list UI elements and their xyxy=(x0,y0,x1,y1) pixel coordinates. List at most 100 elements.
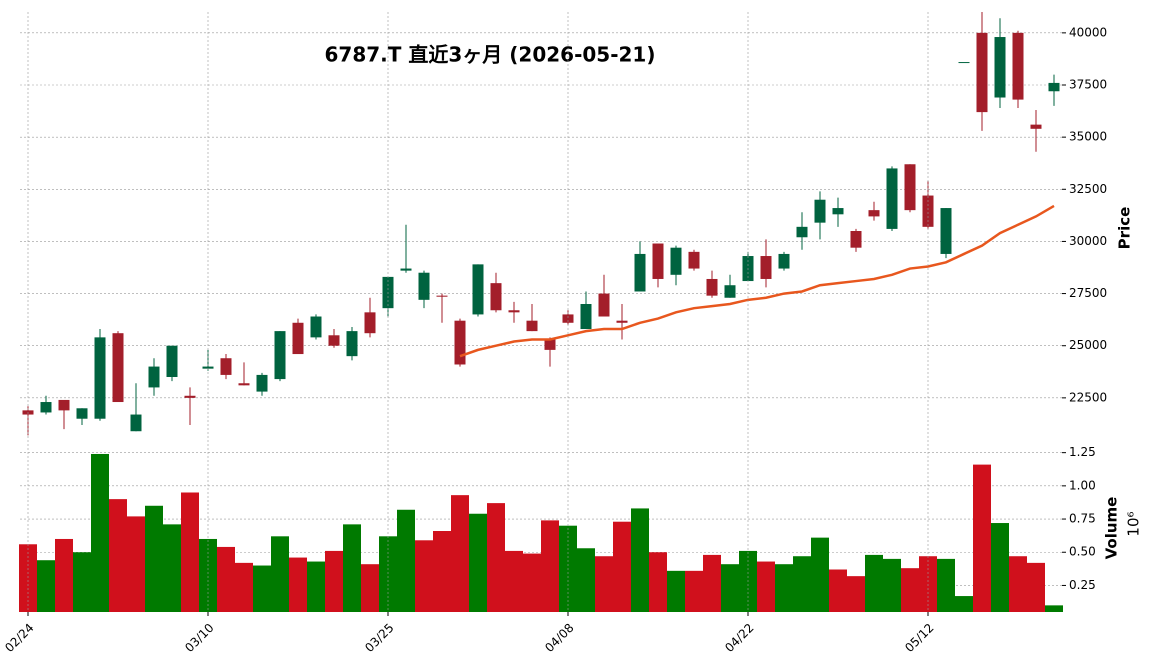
volume-bar xyxy=(163,524,181,612)
candle-body xyxy=(220,358,232,375)
candle-body xyxy=(796,226,808,238)
candle-body xyxy=(544,339,556,350)
candle-body xyxy=(688,251,700,269)
volume-bar xyxy=(55,538,73,612)
volume-bar xyxy=(595,556,613,612)
y-tick-label: 35000 xyxy=(1069,130,1107,144)
volume-bar xyxy=(649,552,667,612)
x-tick-label: 05/12 xyxy=(902,621,936,655)
candle-body xyxy=(814,199,826,223)
volume-bar xyxy=(289,557,307,612)
volume-bar xyxy=(1045,605,1063,612)
y-tick-label: 0.75 xyxy=(1069,512,1096,526)
volume-bar xyxy=(793,556,811,612)
y-tick-label: 1.25 xyxy=(1069,445,1096,459)
y-tick-label: 37500 xyxy=(1069,78,1107,92)
candle-body xyxy=(256,374,268,392)
candle-body xyxy=(310,316,322,338)
x-tick-label: 04/22 xyxy=(722,621,756,655)
candle-body xyxy=(778,253,790,269)
volume-bar xyxy=(127,516,145,612)
volume-bar xyxy=(667,570,685,612)
candle-body xyxy=(922,195,934,227)
y-tick-label: 0.50 xyxy=(1069,545,1096,559)
volume-bar xyxy=(973,464,991,612)
x-tick-label: 04/08 xyxy=(542,621,576,655)
y-tick-label: 22500 xyxy=(1069,390,1107,404)
candle-body xyxy=(526,320,538,332)
y-tick-label: 40000 xyxy=(1069,25,1107,39)
volume-bar xyxy=(703,554,721,612)
volume-bar xyxy=(613,521,631,612)
volume-bar xyxy=(19,544,37,612)
candle-body xyxy=(166,345,178,377)
volume-bar xyxy=(343,524,361,612)
candle-body xyxy=(184,395,196,398)
candle-body xyxy=(94,337,106,419)
candle-body xyxy=(706,278,718,296)
candle-body xyxy=(418,272,430,300)
candle-body xyxy=(490,283,502,311)
candle-body xyxy=(976,32,988,113)
y-tick-label: 1.00 xyxy=(1069,478,1096,492)
candle-body xyxy=(670,247,682,275)
volume-bar xyxy=(271,536,289,612)
candle-body xyxy=(76,408,88,419)
y-axis-label: Price xyxy=(1116,207,1134,250)
candle-body xyxy=(364,312,376,334)
volume-bar xyxy=(235,562,253,612)
candle-body xyxy=(958,62,970,64)
candle-body xyxy=(436,295,448,297)
volume-bar xyxy=(811,537,829,612)
volume-bar xyxy=(487,503,505,612)
volume-bar xyxy=(955,596,973,612)
volume-bar xyxy=(451,495,469,612)
candle-body xyxy=(616,320,628,323)
candle-body xyxy=(634,253,646,292)
candle-body xyxy=(832,208,844,215)
chart-title: 6787.T 直近3ヶ月 (2026-05-21) xyxy=(325,43,656,67)
candle-body xyxy=(904,164,916,211)
candle-body xyxy=(148,366,160,388)
volume-bar xyxy=(721,564,739,612)
candle-body xyxy=(1048,82,1060,92)
volume-bar xyxy=(379,536,397,612)
candle-body xyxy=(940,208,952,254)
volume-bar xyxy=(757,561,775,612)
volume-bar xyxy=(991,523,1009,612)
volume-bar xyxy=(883,558,901,612)
y-tick-label: 30000 xyxy=(1069,234,1107,248)
volume-bar xyxy=(865,554,883,612)
candle-body xyxy=(472,264,484,315)
volume-bar xyxy=(847,576,865,612)
volume-bar xyxy=(73,552,91,612)
volume-bar xyxy=(685,570,703,612)
volume-bar xyxy=(145,505,163,612)
candle-body xyxy=(994,37,1006,98)
candle-body xyxy=(760,256,772,279)
candle-body xyxy=(238,383,250,386)
volume-bar xyxy=(325,550,343,612)
candle-body xyxy=(454,320,466,365)
volume-bar xyxy=(217,546,235,612)
candle-body xyxy=(40,402,52,413)
candle-body xyxy=(1030,124,1042,129)
candle-body xyxy=(724,285,736,298)
volume-bar xyxy=(901,568,919,612)
volume-bar xyxy=(469,513,487,612)
candle-body xyxy=(328,335,340,346)
volume-bar xyxy=(505,550,523,612)
candle-body xyxy=(346,331,358,357)
candle-body xyxy=(598,293,610,317)
candle-body xyxy=(562,314,574,323)
volume-bar xyxy=(307,561,325,612)
y-tick-label: 25000 xyxy=(1069,338,1107,352)
volume-bar xyxy=(433,531,451,612)
volume-bar xyxy=(91,453,109,612)
volume-bar xyxy=(199,538,217,612)
candle-body xyxy=(58,399,70,411)
candle-body xyxy=(130,414,142,432)
x-tick-label: 03/25 xyxy=(362,621,396,655)
candle-body xyxy=(1012,32,1024,100)
y-axis-label: Volume xyxy=(1103,497,1121,560)
